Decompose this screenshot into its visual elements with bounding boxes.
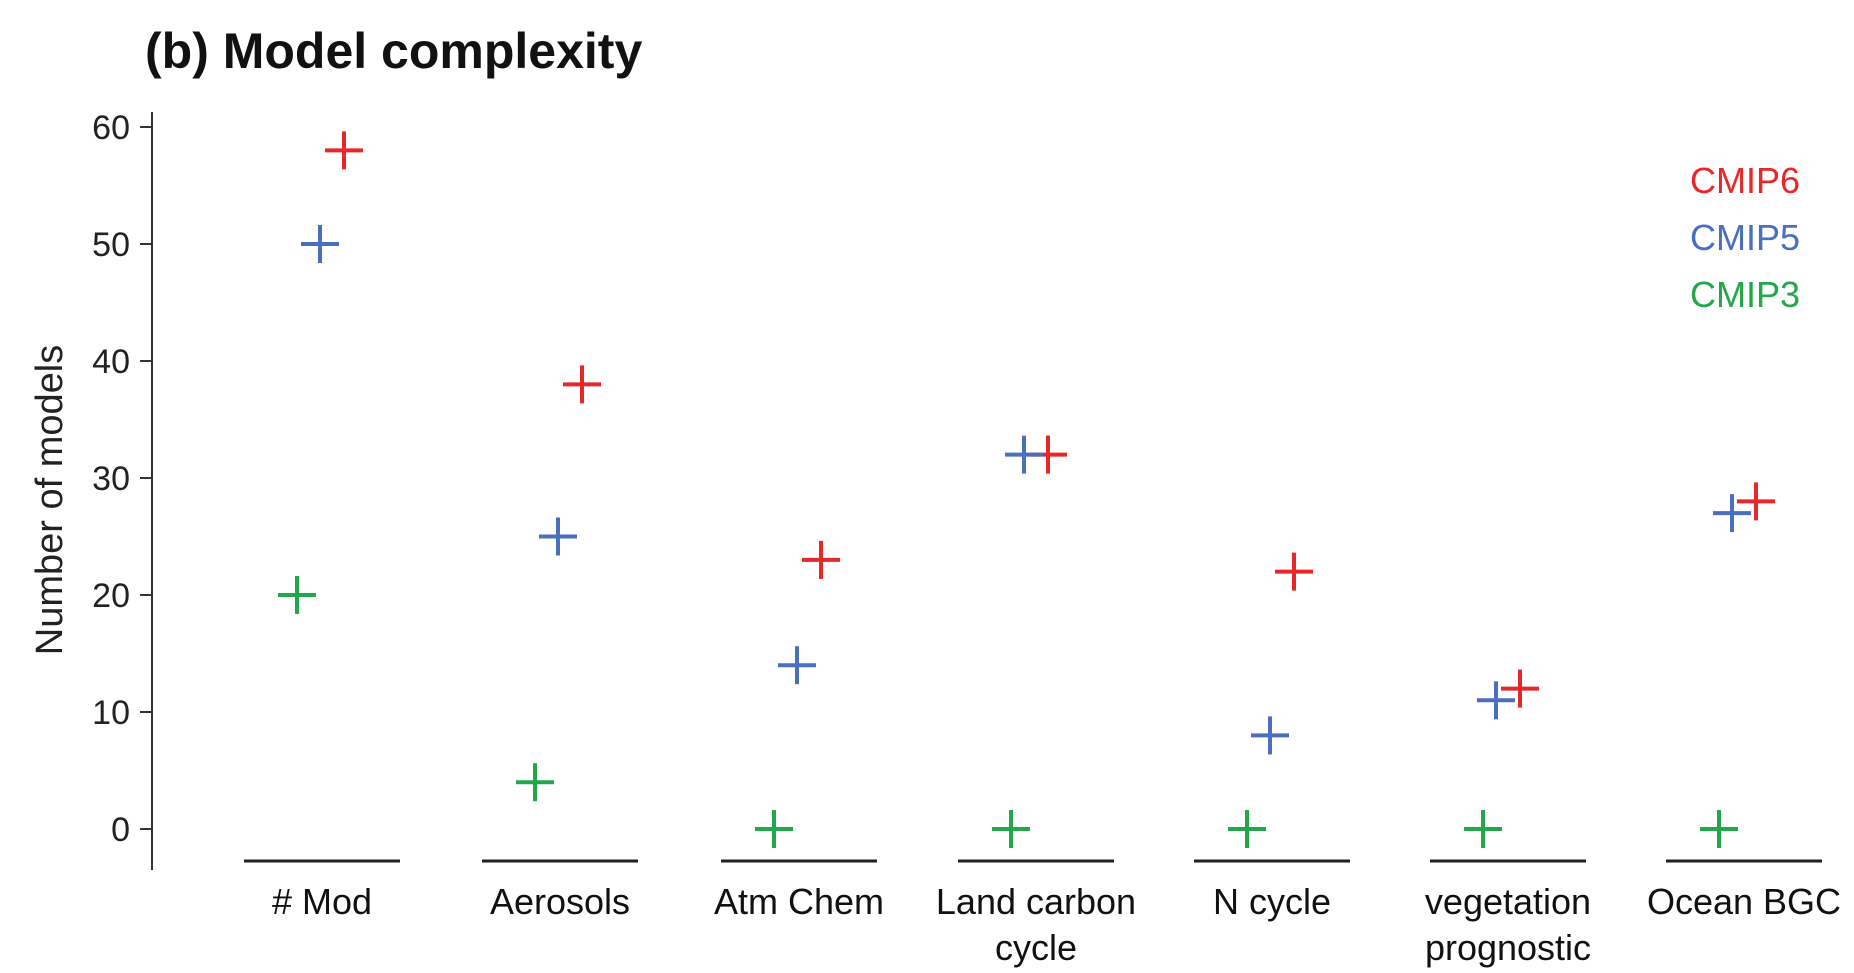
data-point-cmip5 xyxy=(1477,681,1515,720)
data-point-cmip5 xyxy=(301,225,339,263)
legend-entry-cmip6: CMIP6 xyxy=(1690,160,1800,201)
data-point-cmip3 xyxy=(1464,810,1502,848)
data-point-cmip6 xyxy=(1501,669,1539,708)
category-label: prognostic xyxy=(1425,927,1591,968)
chart-title: (b) Model complexity xyxy=(145,23,642,79)
data-point-cmip6 xyxy=(802,540,840,579)
data-point-cmip6 xyxy=(325,131,363,170)
data-markers xyxy=(278,131,1775,848)
data-point-cmip3 xyxy=(516,763,554,802)
y-tick-label: 30 xyxy=(92,460,130,498)
data-point-cmip3 xyxy=(1700,810,1738,848)
data-point-cmip6 xyxy=(1275,552,1313,591)
y-tick-label: 60 xyxy=(92,109,130,147)
y-tick-label: 10 xyxy=(92,694,130,732)
y-axis: 0 10 20 30 40 50 60 xyxy=(92,109,153,870)
category-label: Atm Chem xyxy=(714,881,884,922)
legend-entry-cmip3: CMIP3 xyxy=(1690,274,1800,315)
y-tick-label: 0 xyxy=(111,811,130,849)
category-label: # Mod xyxy=(272,881,372,922)
data-point-cmip6 xyxy=(563,365,601,404)
y-axis-label: Number of models xyxy=(29,345,71,655)
legend-entry-cmip5: CMIP5 xyxy=(1690,217,1800,258)
data-point-cmip3 xyxy=(992,810,1030,848)
category-label: N cycle xyxy=(1213,881,1331,922)
data-point-cmip5 xyxy=(1713,494,1751,533)
data-point-cmip5 xyxy=(778,646,816,685)
data-point-cmip6 xyxy=(1737,482,1775,521)
data-point-cmip3 xyxy=(1228,810,1266,848)
y-tick-label: 20 xyxy=(92,577,130,615)
category-label: Aerosols xyxy=(490,881,630,922)
data-point-cmip3 xyxy=(755,810,793,848)
category-label: cycle xyxy=(995,927,1077,968)
y-tick-label: 50 xyxy=(92,226,130,264)
category-labels: # Mod Aerosols Atm Chem Land carbon cycle N c… xyxy=(272,881,1841,968)
data-point-cmip5 xyxy=(1005,435,1043,474)
category-label: Land carbon xyxy=(936,881,1136,922)
category-label: Ocean BGC xyxy=(1647,881,1841,922)
data-point-cmip5 xyxy=(1251,716,1289,755)
category-label: vegetation xyxy=(1425,881,1591,922)
data-point-cmip5 xyxy=(539,517,577,556)
legend: CMIP6 CMIP5 CMIP3 xyxy=(1690,160,1800,315)
y-tick-label: 40 xyxy=(92,343,130,381)
data-point-cmip3 xyxy=(278,576,316,614)
